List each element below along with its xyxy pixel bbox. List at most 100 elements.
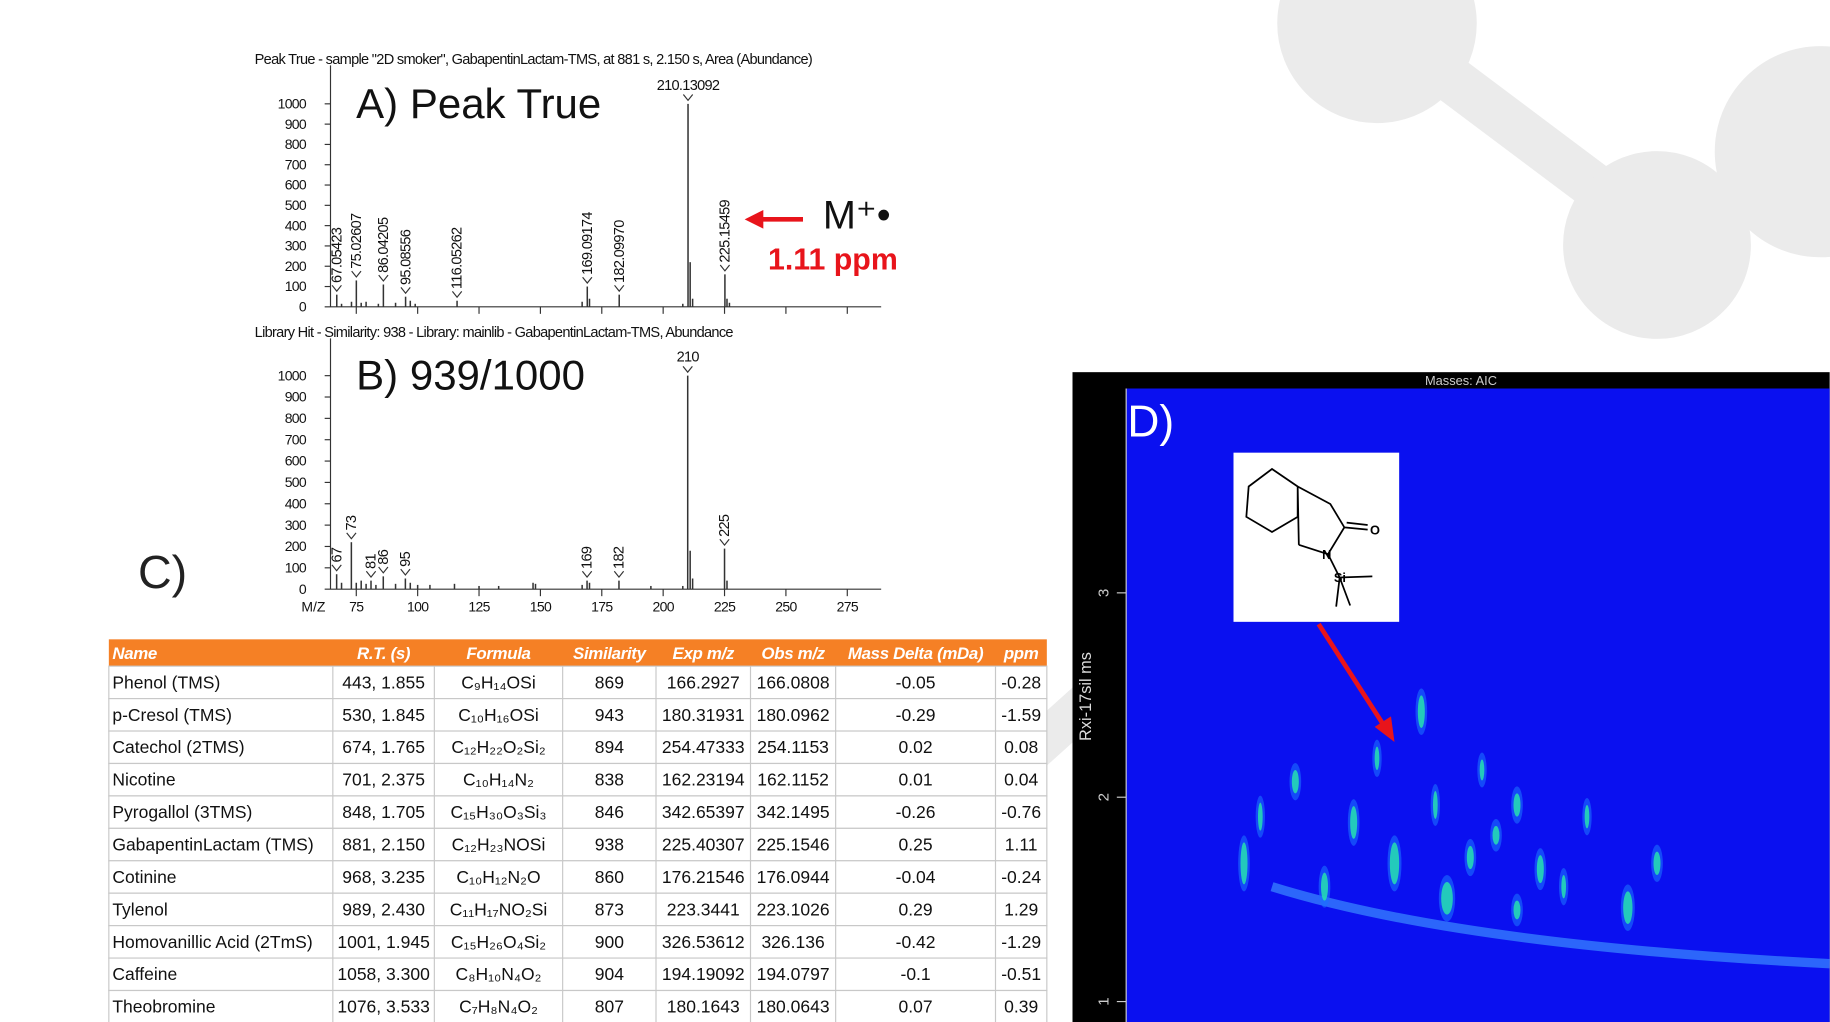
y-tick-label: 600	[285, 453, 307, 469]
table-cell: Homovanillic Acid (2TmS)	[112, 932, 312, 952]
table-cell: 223.3441	[667, 899, 740, 919]
table-cell: Theobromine	[112, 997, 215, 1017]
table-cell: 1058, 3.300	[337, 964, 430, 984]
y-tick-label: 100	[285, 278, 307, 294]
peak-spot	[1321, 873, 1328, 901]
atom-label: N	[1322, 547, 1331, 562]
table-cell: 900	[595, 932, 624, 952]
table-cell: 162.23194	[662, 770, 745, 790]
peak-marker	[366, 571, 375, 577]
table-cell: 194.19092	[662, 964, 745, 984]
column-header: Similarity	[573, 644, 648, 663]
column-header: R.T. (s)	[357, 644, 411, 663]
annotation: 1.11 ppm	[768, 244, 898, 277]
peak-marker	[452, 291, 461, 297]
annotation: A) Peak True	[356, 80, 601, 127]
table-cell: 530, 1.845	[342, 705, 425, 725]
column-header: Exp m/z	[673, 644, 735, 663]
table-cell: 326.136	[761, 932, 824, 952]
y-tick-label: 500	[285, 474, 307, 490]
table-cell: 225.40307	[662, 835, 745, 855]
peak-label: 67.05423	[329, 227, 345, 283]
peak-marker	[347, 533, 356, 539]
peak-spot	[1493, 826, 1500, 845]
y-tick-label: 300	[285, 238, 307, 254]
peak-spot	[1292, 770, 1299, 793]
table-cell: 225.1546	[757, 835, 830, 855]
table-cell: 0.01	[899, 770, 933, 790]
column-header: ppm	[1003, 644, 1039, 663]
table-cell: 0.08	[1004, 737, 1038, 757]
x-tick-label: 125	[468, 598, 490, 614]
peak-label: 86.04205	[376, 217, 392, 273]
table-cell: 674, 1.765	[342, 737, 425, 757]
peak-label: 95	[398, 551, 414, 566]
table-cell: 162.1152	[757, 770, 829, 790]
y-tick-label: 2	[1096, 793, 1113, 801]
atom-label: Si	[1334, 570, 1346, 585]
table-cell: 0.25	[899, 835, 933, 855]
table-cell: 0.04	[1004, 770, 1038, 790]
peak-label: 86	[376, 549, 392, 564]
table-cell: 0.07	[899, 997, 933, 1017]
y-tick-label: 1	[1096, 997, 1113, 1005]
peak-spot	[1390, 842, 1399, 884]
y-tick-label: 1000	[278, 367, 307, 383]
peak-label: 75.02607	[349, 213, 365, 269]
table-cell: 968, 3.235	[342, 867, 425, 887]
peak-marker	[332, 285, 341, 291]
table-cell: 180.0962	[757, 705, 830, 725]
peak-marker	[720, 539, 729, 545]
peak-marker	[614, 571, 623, 577]
peak-marker	[379, 275, 388, 281]
table-cell: 326.53612	[662, 932, 745, 952]
y-tick-label: 200	[285, 538, 307, 554]
peak-label: 67	[329, 547, 345, 562]
x-tick-label: 275	[837, 598, 859, 614]
table-cell: -0.29	[896, 705, 936, 725]
x-tick-label: 200	[653, 598, 675, 614]
table-cell: -0.04	[896, 867, 936, 887]
x-axis-label: M/Z	[301, 598, 326, 614]
peak-spot	[1375, 747, 1380, 770]
chart-title: Library Hit - Similarity: 938 - Library:…	[255, 325, 734, 341]
table-cell: C₁₂H₂₂O₂Si₂	[451, 737, 545, 757]
peak-label: 182	[612, 546, 628, 569]
table-cell: Pyrogallol (3TMS)	[112, 802, 252, 822]
table-cell: 342.65397	[662, 802, 745, 822]
y-tick-label: 100	[285, 559, 307, 575]
table-cell: C₇H₈N₄O₂	[459, 997, 538, 1017]
peak-spot	[1537, 855, 1544, 883]
table-cell: 180.1643	[667, 997, 740, 1017]
peak-spot	[1350, 806, 1357, 839]
y-tick-label: 300	[285, 517, 307, 533]
peak-spot	[1433, 791, 1438, 819]
peak-marker	[720, 265, 729, 271]
table-cell: Phenol (TMS)	[112, 672, 220, 692]
table-cell: C₁₂H₂₃NOSi	[452, 835, 546, 855]
table-cell: 0.29	[899, 899, 933, 919]
table-cell: 848, 1.705	[342, 802, 425, 822]
column-header: Name	[112, 644, 157, 663]
table-cell: C₈H₁₀N₄O₂	[456, 964, 542, 984]
y-tick-label: 700	[285, 156, 307, 172]
table-cell: 894	[595, 737, 624, 757]
table-cell: Catechol (2TMS)	[112, 737, 244, 757]
chart-title: Peak True - sample "2D smoker", Gabapent…	[255, 52, 812, 68]
table-cell: -0.1	[901, 964, 931, 984]
y-tick-label: 0	[299, 299, 307, 315]
peak-spot	[1418, 695, 1425, 728]
table-cell: Nicotine	[112, 770, 175, 790]
table-cell: C₁₀H₁₆OSi	[458, 705, 539, 725]
y-axis-label: Rxi-17sil ms	[1077, 652, 1095, 741]
peak-spot	[1241, 842, 1248, 884]
peak-spot	[1514, 793, 1521, 816]
table-cell: 1.11	[1005, 835, 1038, 855]
table-cell: 254.47333	[662, 737, 745, 757]
table-cell: 873	[595, 899, 624, 919]
x-tick-label: 225	[714, 598, 736, 614]
table-cell: -0.05	[896, 672, 936, 692]
table-cell: C₉H₁₄OSi	[461, 672, 535, 692]
table-cell: 838	[595, 770, 624, 790]
peak-spot	[1441, 882, 1453, 915]
